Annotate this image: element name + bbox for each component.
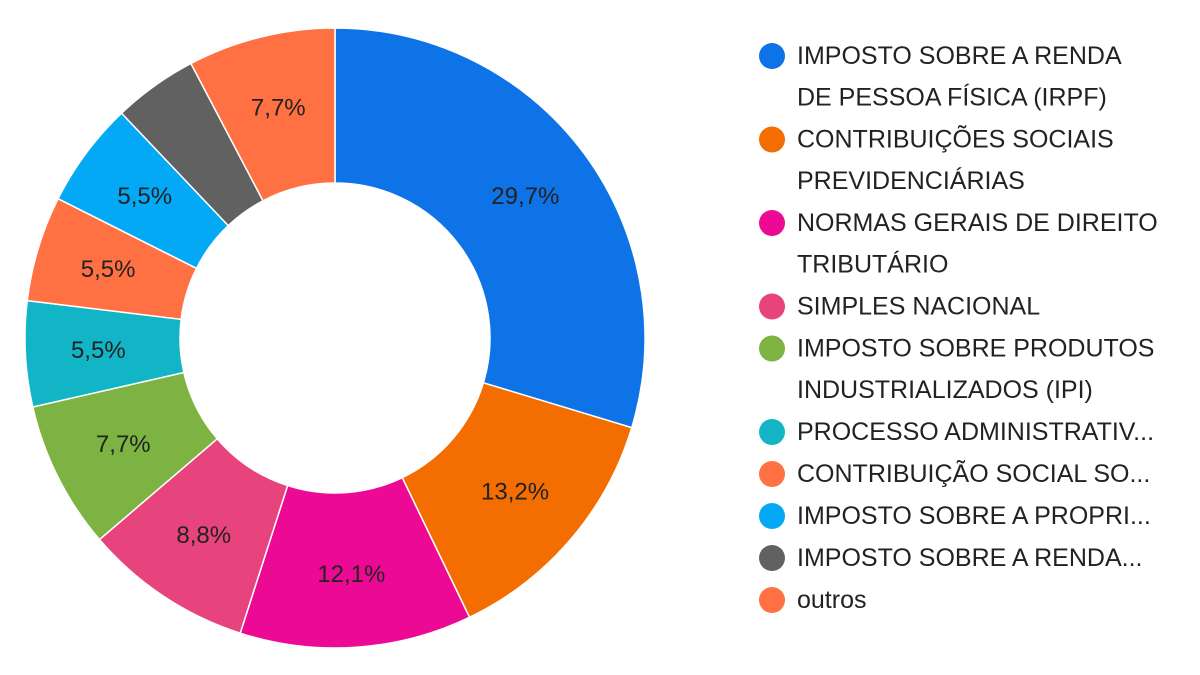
slice-1	[334, 27, 646, 429]
chart-slices	[24, 27, 646, 649]
slice-label-5: 7,7%	[96, 431, 151, 458]
legend-label: SIMPLES NACIONAL	[797, 293, 1040, 321]
legend-item-9: IMPOSTO SOBRE A RENDA...	[759, 544, 1142, 572]
legend-label: IMPOSTO SOBRE A RENDA...	[797, 544, 1142, 572]
legend-item-8: IMPOSTO SOBRE A PROPRI...	[759, 502, 1151, 530]
slice-label-1: 29,7%	[491, 183, 559, 210]
slice-label-10: 7,7%	[251, 94, 306, 121]
legend-label: PREVIDENCIÁRIAS	[797, 166, 1025, 195]
legend-label: CONTRIBUIÇÃO SOCIAL SO...	[797, 459, 1150, 488]
legend-marker	[759, 293, 785, 320]
slice-10	[189, 27, 336, 202]
slice-3	[239, 476, 471, 649]
legend-item-1: IMPOSTO SOBRE A RENDA DE PESSOA FÍSICA (I…	[759, 42, 1122, 112]
legend-label: DE PESSOA FÍSICA (IRPF)	[797, 83, 1107, 112]
legend-item-4: SIMPLES NACIONAL	[759, 293, 1040, 321]
legend-label: PROCESSO ADMINISTRATIV...	[797, 418, 1154, 446]
legend-marker	[759, 335, 785, 362]
legend-item-10: outros	[759, 586, 866, 614]
slice-label-7: 5,5%	[81, 256, 136, 283]
legend-label: INDUSTRIALIZADOS (IPI)	[797, 376, 1093, 404]
legend-item-3: NORMAS GERAIS DE DIREITO TRIBUTÁRIO	[759, 209, 1158, 279]
legend-marker	[759, 587, 785, 613]
legend-item-2: CONTRIBUIÇÕES SOCIAIS PREVIDENCIÁRIAS	[759, 125, 1114, 195]
slice-label-6: 5,5%	[71, 337, 126, 364]
chart-slice-labels: 29,7% 13,2% 12,1% 8,8% 7,7% 5,5% 5,5% 5,5% 7,7%	[71, 94, 559, 588]
legend-marker	[759, 43, 785, 69]
legend-label: IMPOSTO SOBRE A PROPRI...	[797, 502, 1151, 530]
legend-label: NORMAS GERAIS DE DIREITO	[797, 209, 1158, 237]
legend-marker	[759, 503, 785, 529]
slice-label-4: 8,8%	[176, 522, 231, 549]
legend-item-7: CONTRIBUIÇÃO SOCIAL SO...	[759, 459, 1150, 488]
legend-label: IMPOSTO SOBRE PRODUTOS	[797, 335, 1154, 363]
legend-label: CONTRIBUIÇÕES SOCIAIS	[797, 125, 1114, 154]
chart-legend: IMPOSTO SOBRE A RENDA DE PESSOA FÍSICA (I…	[759, 42, 1158, 614]
legend-label: outros	[797, 586, 866, 614]
legend-label: TRIBUTÁRIO	[797, 250, 948, 279]
slice-2	[401, 381, 633, 619]
legend-marker	[759, 126, 785, 153]
legend-marker	[759, 545, 785, 571]
legend-marker	[759, 210, 785, 236]
slice-label-2: 13,2%	[481, 479, 549, 506]
legend-item-5: IMPOSTO SOBRE PRODUTOS INDUSTRIALIZADOS (…	[759, 335, 1154, 404]
legend-label: IMPOSTO SOBRE A RENDA	[797, 42, 1122, 70]
slice-label-3: 12,1%	[317, 561, 385, 588]
legend-marker	[759, 461, 785, 487]
slice-label-8: 5,5%	[117, 183, 172, 210]
legend-marker	[759, 419, 785, 445]
legend-item-6: PROCESSO ADMINISTRATIV...	[759, 418, 1154, 446]
